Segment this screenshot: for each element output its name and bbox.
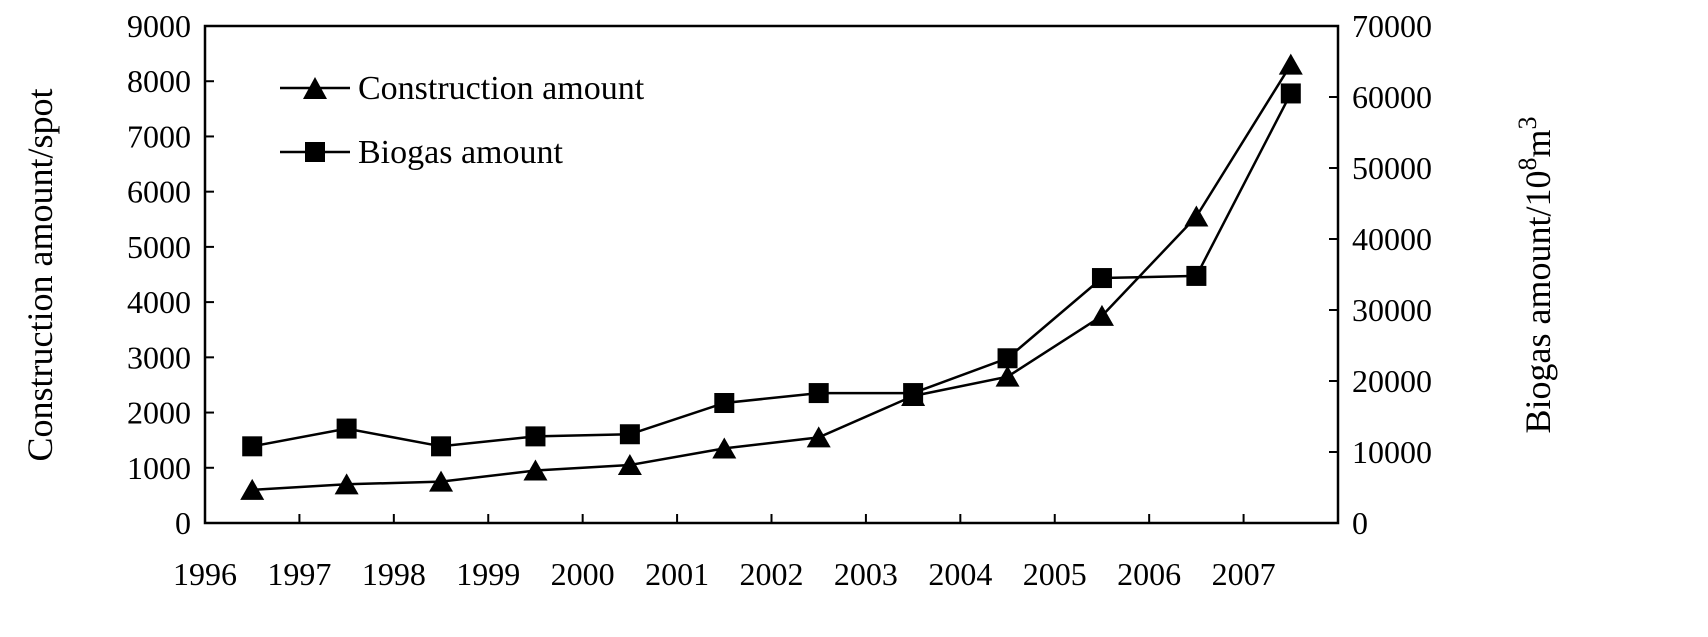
right-y-tick-label: 60000 [1352, 79, 1432, 115]
right-y-tick-label: 10000 [1352, 434, 1432, 470]
left-y-tick-label: 9000 [127, 8, 191, 44]
construction-point-2002 [806, 426, 831, 448]
left-y-tick-label: 8000 [127, 63, 191, 99]
biogas-point-2007 [1280, 83, 1301, 104]
biogas-point-2002 [808, 383, 829, 404]
left-y-tick-label: 2000 [127, 395, 191, 431]
left-y-tick-label: 6000 [127, 174, 191, 210]
construction-point-2005 [1089, 304, 1114, 326]
x-tick-label: 1998 [362, 556, 426, 592]
biogas-point-1996 [242, 436, 263, 457]
x-tick-label: 2004 [928, 556, 992, 592]
right-y-tick-label: 0 [1352, 505, 1368, 541]
x-tick-label: 2000 [551, 556, 615, 592]
right-axis-title-sup-3: 3 [1513, 116, 1542, 129]
legend-biogas-label: Biogas amount [358, 134, 563, 171]
construction-point-1996 [240, 478, 265, 500]
right-y-tick-label: 20000 [1352, 363, 1432, 399]
construction-point-2001 [712, 437, 737, 459]
biogas-point-1998 [431, 436, 452, 457]
construction-point-2007 [1278, 53, 1303, 75]
construction-point-1998 [429, 470, 454, 492]
legend-triangle-icon [303, 77, 327, 99]
x-tick-label: 2001 [645, 556, 709, 592]
series-line-construction [252, 64, 1292, 492]
biogas-point-2006 [1186, 265, 1207, 286]
x-tick-label: 1996 [173, 556, 237, 592]
left-y-tick-label: 1000 [127, 450, 191, 486]
x-tick-label: 1999 [456, 556, 520, 592]
x-tick-label: 1997 [267, 556, 331, 592]
biogas-point-2003 [903, 383, 924, 404]
left-y-tick-label: 5000 [127, 229, 191, 265]
right-axis-title-main: Biogas amount/10 [1518, 171, 1558, 434]
left-y-tick-label: 7000 [127, 118, 191, 154]
series-line-biogas [251, 92, 1292, 448]
left-axis-title: Construction amount/spot [20, 89, 60, 462]
biogas-point-2004 [997, 348, 1018, 369]
x-tick-label: 2003 [834, 556, 898, 592]
x-tick-label: 2002 [740, 556, 804, 592]
right-y-tick-labels: 0 10000 20000 30000 40000 50000 60000 70000 [1352, 8, 1432, 541]
x-tick-label: 2007 [1212, 556, 1276, 592]
construction-point-1997 [334, 473, 359, 495]
construction-point-1999 [523, 459, 548, 481]
left-y-tick-label: 0 [175, 505, 191, 541]
right-y-tick-label: 30000 [1352, 292, 1432, 328]
biogas-point-1999 [525, 426, 546, 447]
legend: Construction amount Biogas amount [280, 70, 645, 171]
legend-construction-label: Construction amount [358, 70, 645, 107]
construction-point-2004 [995, 365, 1020, 387]
biogas-point-2005 [1091, 268, 1112, 289]
x-tick-label: 2005 [1023, 556, 1087, 592]
right-axis-title-sup-8: 8 [1513, 158, 1542, 171]
x-tick-labels: 1996 1997 1998 1999 2000 2001 2002 2003 2004 2005… [173, 556, 1276, 592]
right-axis-title-unit: m [1518, 129, 1558, 157]
right-y-tick-label: 70000 [1352, 8, 1432, 44]
x-tick-label: 2006 [1117, 556, 1181, 592]
construction-point-2000 [617, 454, 642, 476]
series-markers [240, 53, 1303, 500]
legend-square-icon [305, 142, 325, 162]
right-y-tick-label: 40000 [1352, 221, 1432, 257]
biogas-point-2000 [619, 424, 640, 445]
right-axis-title: Biogas amount/108m3 [1513, 116, 1558, 433]
left-y-tick-label: 3000 [127, 339, 191, 375]
x-tick-marks [298, 514, 1245, 523]
left-y-tick-labels: 0 1000 2000 3000 4000 5000 6000 7000 8000 9000 [127, 8, 191, 541]
construction-point-2006 [1184, 205, 1209, 227]
series-lines [251, 64, 1292, 492]
left-y-tick-label: 4000 [127, 284, 191, 320]
biogas-point-1997 [336, 418, 357, 439]
right-y-tick-label: 50000 [1352, 150, 1432, 186]
biogas-point-2001 [714, 393, 735, 414]
